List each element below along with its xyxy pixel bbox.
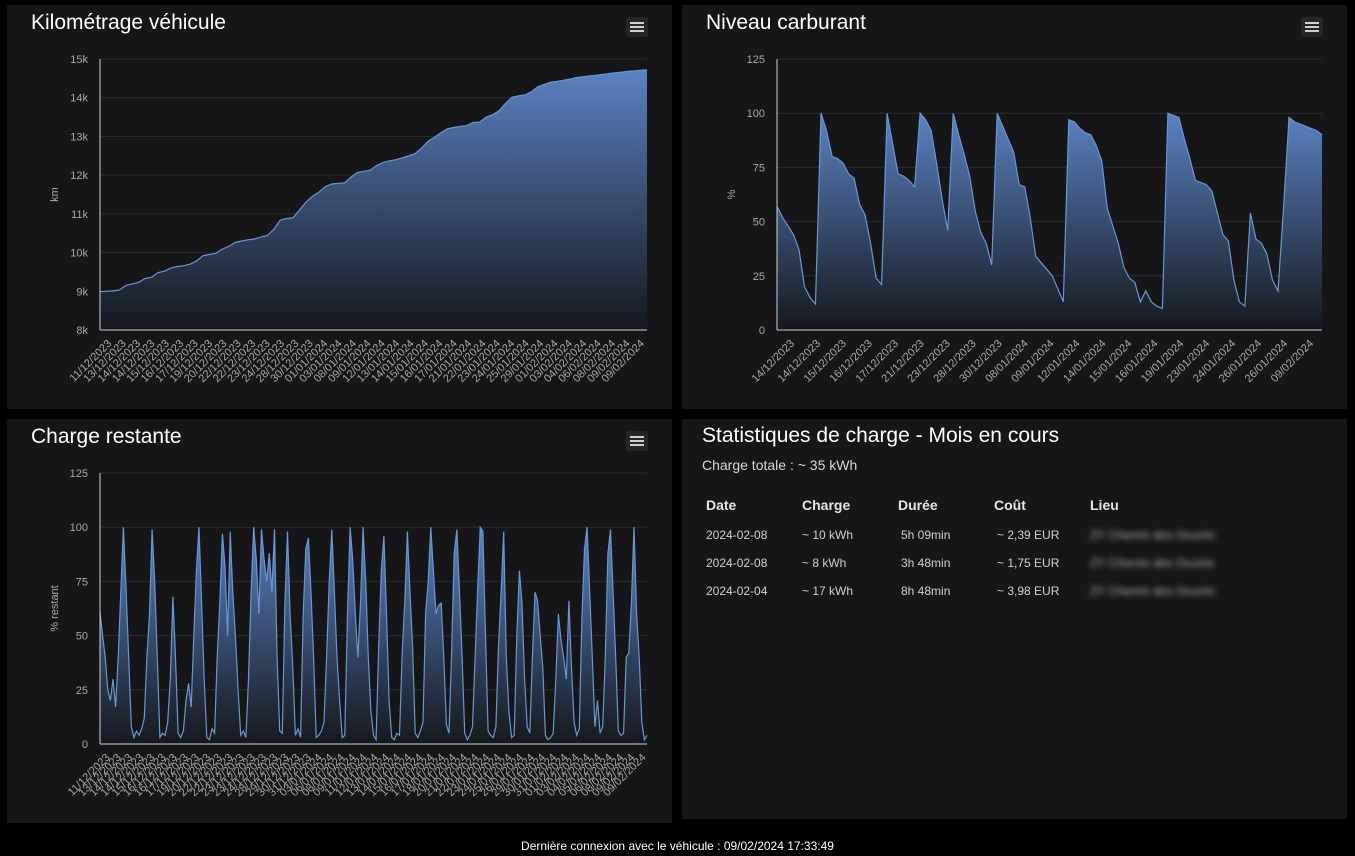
cell-charge: ~ 10 kWh — [802, 528, 854, 542]
y-axis-label: km — [49, 187, 61, 202]
stats-panel: Statistiques de charge - Mois en cours C… — [682, 419, 1347, 819]
table-row: 2024-02-04 ~ 17 kWh 8h 48min ~ 3,98 EUR … — [702, 577, 1240, 605]
charge-panel: Charge restante 0 25 50 75 100 125% restant 11… — [7, 419, 672, 823]
y-tick-label: 75 — [753, 162, 765, 174]
series-area — [100, 527, 647, 744]
y-tick-label: 9k — [76, 286, 88, 298]
cell-date: 2024-02-08 — [706, 528, 768, 542]
cell-duration: 3h 48min — [901, 556, 951, 570]
cell-place: ZY Chemin des Ocurés — [1090, 528, 1215, 542]
series-area — [777, 113, 1322, 330]
y-tick-label: 8k — [76, 325, 88, 337]
charge-chart-title: Charge restante — [31, 425, 182, 448]
y-tick-label: 14k — [70, 93, 88, 105]
stats-title: Statistiques de charge - Mois en cours — [702, 424, 1060, 447]
y-tick-label: 0 — [759, 325, 765, 337]
header-place: Lieu — [1090, 497, 1119, 513]
cell-date: 2024-02-04 — [706, 584, 768, 598]
fuel-hamburger-menu-icon[interactable] — [1301, 17, 1323, 37]
mileage-chart: 8k9k10k11k12k13k14k15kkm11/12/202313/12/… — [49, 54, 648, 385]
y-tick-label: 75 — [76, 576, 88, 588]
y-tick-label: 15k — [70, 54, 88, 66]
table-row: 2024-02-08 ~ 10 kWh 5h 09min ~ 2,39 EUR … — [702, 521, 1240, 549]
stats-table: Date Charge Durée Coût Lieu 2024-02-08 ~… — [702, 497, 1240, 605]
y-tick-label: 125 — [747, 54, 765, 66]
cell-date: 2024-02-08 — [706, 556, 768, 570]
cell-place: ZY Chemin des Ocurés — [1090, 556, 1215, 570]
header-cost: Coût — [994, 497, 1026, 513]
y-tick-label: 100 — [70, 522, 88, 534]
cell-charge: ~ 8 kWh — [802, 556, 847, 570]
cell-duration: 8h 48min — [901, 584, 951, 598]
header-charge: Charge — [802, 497, 851, 513]
y-tick-label: 125 — [70, 468, 88, 480]
fuel-panel: Niveau carburant 0 25 50 75 100 125% 14/12/202… — [682, 5, 1347, 409]
y-tick-label: 100 — [747, 108, 765, 120]
header-duration: Durée — [898, 497, 938, 513]
series-line — [99, 525, 648, 742]
cell-cost: ~ 1,75 EUR — [997, 556, 1060, 570]
y-axis-label: % — [726, 189, 738, 199]
mileage-chart-title: Kilométrage véhicule — [31, 11, 226, 34]
cell-cost: ~ 3,98 EUR — [997, 584, 1060, 598]
y-tick-label: 50 — [753, 217, 765, 229]
y-axis-label: % restant — [49, 585, 61, 631]
fuel-chart-title: Niveau carburant — [706, 11, 866, 34]
last-connection-footer: Dernière connexion avec le véhicule : 09… — [521, 839, 834, 853]
fuel-chart: 0255075100125%14/12/202314/12/202315/12/… — [726, 54, 1323, 385]
y-tick-label: 25 — [76, 685, 88, 697]
y-tick-label: 13k — [70, 131, 88, 143]
cell-place: ZY Chemin des Ocurés — [1090, 584, 1215, 598]
y-tick-label: 50 — [76, 631, 88, 643]
series-line — [776, 111, 1323, 310]
header-date: Date — [706, 497, 737, 513]
series-line — [99, 69, 648, 293]
y-tick-label: 25 — [753, 271, 765, 283]
series-area — [100, 69, 647, 331]
charge-hamburger-menu-icon[interactable] — [626, 431, 648, 451]
table-row: 2024-02-08 ~ 8 kWh 3h 48min ~ 1,75 EUR Z… — [702, 549, 1240, 577]
cell-cost: ~ 2,39 EUR — [997, 528, 1060, 542]
stats-table-header: Date Charge Durée Coût Lieu — [702, 497, 1240, 521]
y-tick-label: 0 — [82, 739, 88, 751]
stats-total-charge: Charge totale : ~ 35 kWh — [702, 457, 858, 473]
y-tick-label: 10k — [70, 248, 88, 260]
y-tick-label: 11k — [71, 209, 88, 221]
mileage-hamburger-menu-icon[interactable] — [626, 17, 648, 37]
y-tick-label: 12k — [70, 170, 88, 182]
cell-charge: ~ 17 kWh — [802, 584, 854, 598]
mileage-panel: Kilométrage véhicule 8k 9k 10k 11k 12k 13k 14k… — [7, 5, 672, 409]
cell-duration: 5h 09min — [901, 528, 951, 542]
